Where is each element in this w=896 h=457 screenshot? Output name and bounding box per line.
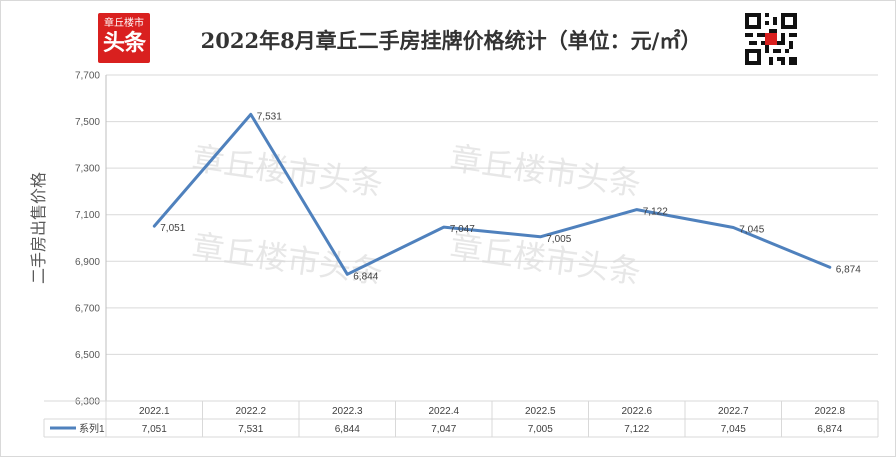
watermark-text: 章丘楼市头条 bbox=[448, 139, 643, 203]
table-value: 7,045 bbox=[721, 424, 746, 435]
x-tick-label: 2022.7 bbox=[718, 406, 749, 417]
x-tick-label: 2022.5 bbox=[525, 406, 556, 417]
brand-logo: 章丘楼市 头条 bbox=[98, 13, 150, 63]
x-tick-label: 2022.8 bbox=[814, 406, 845, 417]
data-label: 7,005 bbox=[546, 234, 571, 245]
table-value: 7,047 bbox=[431, 424, 456, 435]
y-tick-label: 6,900 bbox=[75, 257, 100, 268]
y-tick-label: 6,500 bbox=[75, 350, 100, 361]
y-tick-label: 7,500 bbox=[75, 117, 100, 128]
data-label: 6,874 bbox=[836, 264, 861, 275]
y-tick-label: 7,100 bbox=[75, 210, 100, 221]
table-value: 7,531 bbox=[238, 424, 263, 435]
table-value: 7,122 bbox=[624, 424, 649, 435]
y-axis-ticks: 6,300 6,500 6,700 6,900 7,100 7,300 7,500 7,700 bbox=[75, 71, 100, 408]
data-label: 7,045 bbox=[739, 225, 764, 236]
y-axis-label: 二手房出售价格 bbox=[29, 172, 48, 284]
x-tick-label: 2022.6 bbox=[621, 406, 652, 417]
data-label: 6,844 bbox=[353, 271, 378, 282]
table-value: 7,005 bbox=[528, 424, 553, 435]
watermark-text: 章丘楼市头条 bbox=[190, 139, 385, 203]
data-labels: 7,051 7,531 6,844 7,047 7,005 7,122 7,045 6,874 bbox=[160, 111, 861, 282]
y-tick-label: 6,700 bbox=[75, 303, 100, 314]
legend-series-name: 系列1 bbox=[79, 422, 105, 435]
x-tick-label: 2022.2 bbox=[235, 406, 266, 417]
chart-title: 2022年8月章丘二手房挂牌价格统计（单位：元/㎡） bbox=[200, 28, 702, 53]
table-value: 7,051 bbox=[142, 424, 167, 435]
y-tick-label: 7,300 bbox=[75, 164, 100, 175]
data-label: 7,051 bbox=[160, 223, 185, 234]
qr-code-icon bbox=[745, 13, 797, 65]
table-value: 6,844 bbox=[335, 424, 360, 435]
data-label: 7,047 bbox=[450, 224, 475, 235]
table-value: 6,874 bbox=[817, 424, 842, 435]
y-tick-label: 7,700 bbox=[75, 71, 100, 82]
series-line bbox=[152, 112, 832, 276]
data-label: 7,122 bbox=[643, 207, 668, 218]
logo-big-text: 头条 bbox=[102, 31, 146, 56]
data-table: 2022.1 7,051 2022.2 7,531 2022.3 6,844 2022.4 7… bbox=[43, 400, 879, 438]
x-tick-label: 2022.3 bbox=[332, 406, 363, 417]
x-tick-label: 2022.1 bbox=[139, 406, 170, 417]
y-tick-label: 6,300 bbox=[75, 397, 100, 408]
x-tick-label: 2022.4 bbox=[428, 406, 459, 417]
logo-small-text: 章丘楼市 bbox=[104, 18, 144, 29]
data-label: 7,531 bbox=[257, 111, 282, 122]
